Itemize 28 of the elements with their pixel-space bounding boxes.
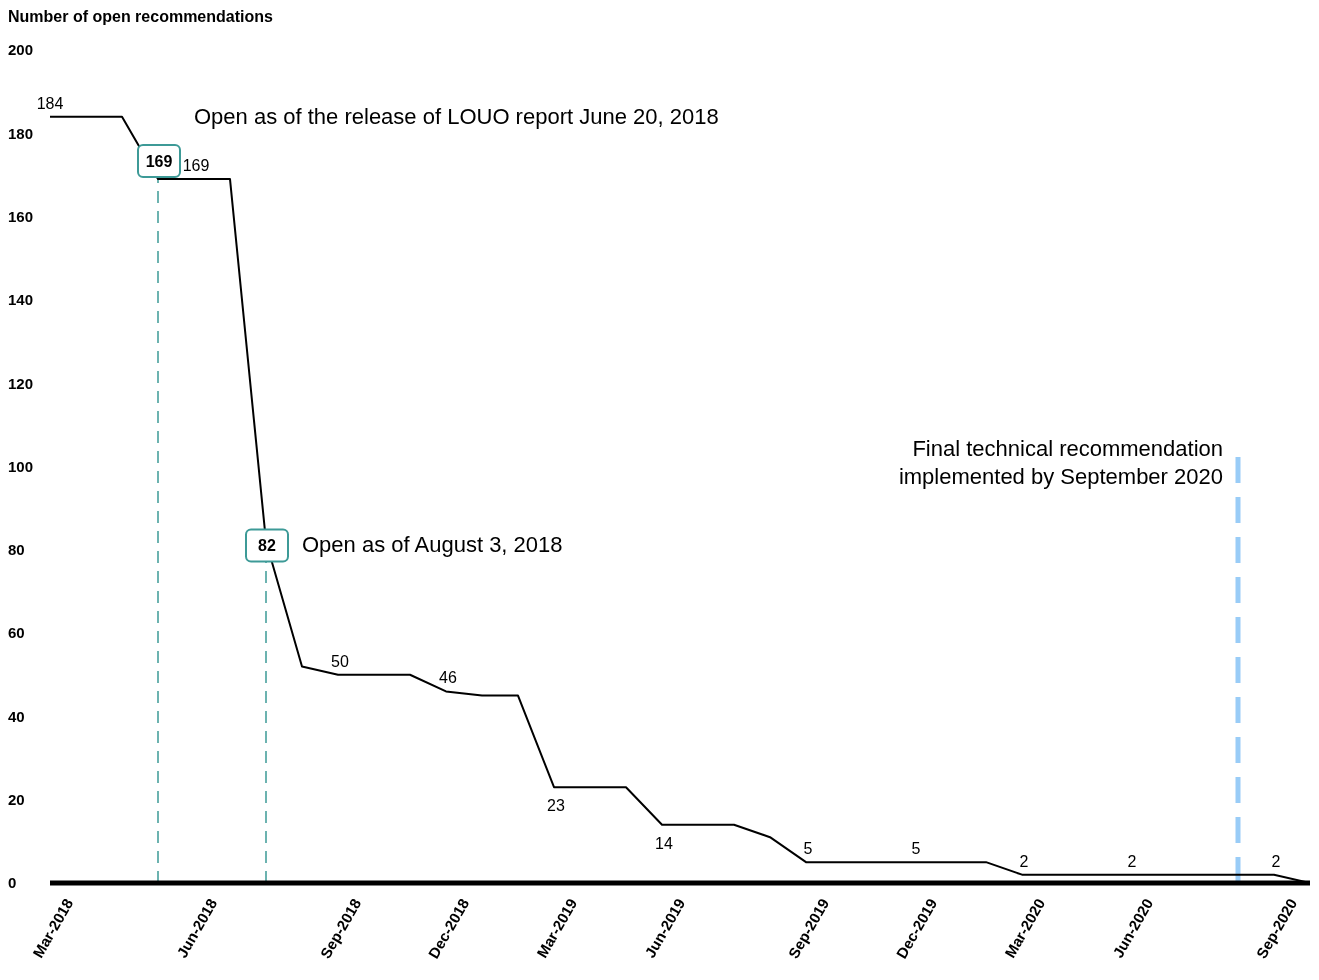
data-label: 5: [911, 840, 921, 858]
y-tick-label: 140: [8, 291, 34, 309]
y-tick-label: 60: [8, 624, 25, 642]
y-tick-label: 100: [8, 457, 34, 475]
data-label: 5: [803, 840, 813, 858]
data-label: 2: [1271, 852, 1281, 870]
y-tick-label: 160: [8, 207, 34, 225]
data-label: 82: [258, 537, 276, 555]
y-axis-title: Number of open recommendations: [8, 8, 273, 26]
data-label: 2: [1019, 852, 1029, 870]
annotation: Open as of August 3, 2018: [302, 532, 563, 558]
y-tick-label: 0: [8, 874, 17, 892]
data-label: 169: [145, 153, 173, 171]
annotation: Final technical recommendation implemented by September 2020: [898, 435, 1223, 489]
annotation: Open as of the release of LOUO report June 20, 2018: [194, 104, 719, 130]
y-tick-label: 40: [8, 707, 25, 725]
y-tick-label: 120: [8, 374, 34, 392]
data-label: 23: [547, 797, 565, 815]
data-label: 169: [182, 157, 210, 175]
data-label: 50: [331, 652, 349, 670]
y-tick-label: 200: [8, 41, 34, 59]
y-tick-label: 20: [8, 791, 25, 809]
data-label: 14: [655, 834, 673, 852]
data-label: 2: [1127, 852, 1137, 870]
data-label: 184: [36, 94, 64, 112]
data-label: 46: [439, 669, 457, 687]
y-tick-label: 80: [8, 541, 25, 559]
y-tick-label: 180: [8, 124, 34, 142]
